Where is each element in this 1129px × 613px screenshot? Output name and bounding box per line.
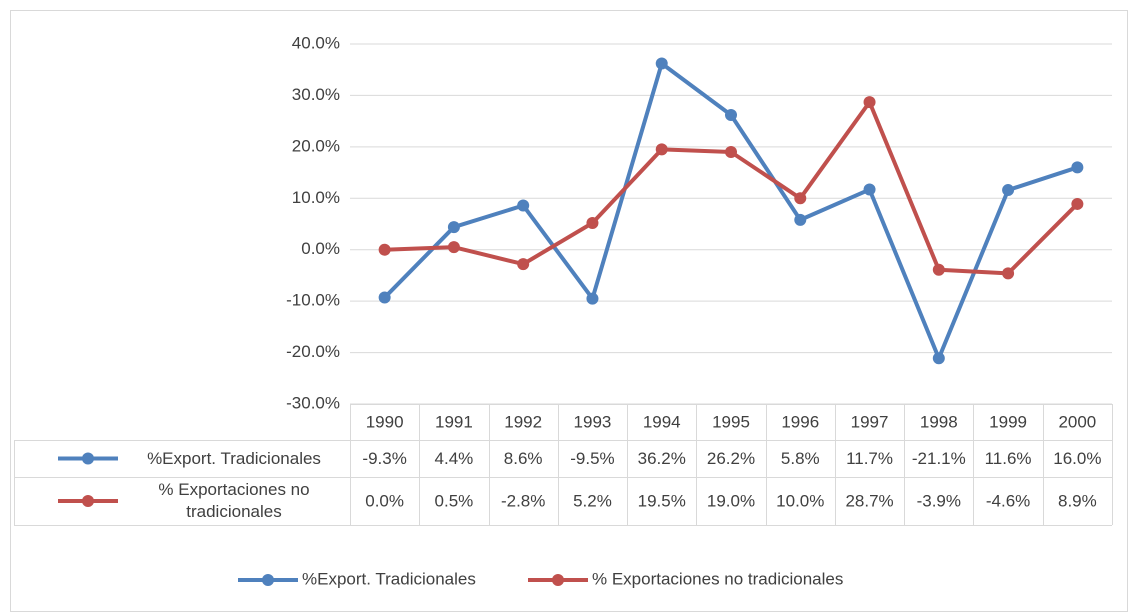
legend-marker xyxy=(82,452,94,465)
table-value: -9.3% xyxy=(362,449,406,468)
x-tick-label: 1997 xyxy=(851,412,889,431)
data-point xyxy=(932,263,945,276)
table-series-name: % Exportaciones no tradicionales xyxy=(158,480,310,521)
table-value: 26.2% xyxy=(707,449,755,468)
x-tick-label: 1994 xyxy=(643,412,681,431)
legend-label: % Exportaciones no tradicionales xyxy=(592,569,843,588)
data-point xyxy=(517,199,530,212)
legend-label: %Export. Tradicionales xyxy=(302,569,476,588)
x-tick-label: 1993 xyxy=(574,412,612,431)
data-point xyxy=(586,216,599,229)
table-series-name: %Export. Tradicionales xyxy=(147,448,321,468)
x-tick-label: 1995 xyxy=(712,412,750,431)
table-value: 8.9% xyxy=(1058,491,1097,510)
data-point xyxy=(447,221,460,234)
data-point xyxy=(863,96,876,109)
data-point xyxy=(1002,267,1015,280)
data-point xyxy=(447,241,460,254)
x-tick-label: 1990 xyxy=(366,412,404,431)
legend-marker xyxy=(262,574,274,586)
table-value: 0.5% xyxy=(435,491,474,510)
data-point xyxy=(1071,197,1084,210)
x-tick-label: 2000 xyxy=(1058,412,1096,431)
table-value: 36.2% xyxy=(638,449,686,468)
data-point xyxy=(378,243,391,256)
table-value: -9.5% xyxy=(570,449,614,468)
data-point xyxy=(932,352,945,365)
data-point xyxy=(655,143,668,156)
table-value: 11.7% xyxy=(846,449,893,468)
x-tick-label: 1991 xyxy=(435,412,473,431)
table-value: 5.2% xyxy=(573,491,612,510)
y-tick-label: -20.0% xyxy=(286,342,340,361)
table-value: 5.8% xyxy=(781,449,820,468)
table-value: 10.0% xyxy=(776,491,824,510)
table-value: 4.4% xyxy=(435,449,474,468)
legend-marker xyxy=(552,574,564,586)
data-point xyxy=(863,183,876,196)
x-tick-label: 1998 xyxy=(920,412,958,431)
y-tick-label: 0.0% xyxy=(301,239,340,258)
x-tick-label: 1992 xyxy=(504,412,542,431)
y-tick-label: 20.0% xyxy=(292,136,340,155)
data-point xyxy=(794,213,807,226)
x-tick-label: 1996 xyxy=(781,412,819,431)
data-point xyxy=(655,57,668,70)
table-value: -3.9% xyxy=(917,491,961,510)
y-tick-label: 40.0% xyxy=(292,33,340,52)
table-value: 19.0% xyxy=(707,491,755,510)
table-value: 8.6% xyxy=(504,449,543,468)
legend-marker xyxy=(82,495,94,507)
data-point xyxy=(794,192,807,205)
y-tick-label: 10.0% xyxy=(292,188,340,207)
chart-border xyxy=(10,10,1128,612)
y-tick-label: -10.0% xyxy=(286,291,340,310)
y-tick-label: -30.0% xyxy=(286,393,340,412)
table-value: 16.0% xyxy=(1053,449,1101,468)
table-value: -21.1% xyxy=(912,449,966,468)
x-tick-label: 1999 xyxy=(989,412,1027,431)
series-name: % Exportaciones no tradicionales xyxy=(158,480,310,521)
data-point xyxy=(586,292,599,305)
table-value: 28.7% xyxy=(845,491,893,510)
data-point xyxy=(517,258,530,271)
table-value: 19.5% xyxy=(638,491,686,510)
series-name: %Export. Tradicionales xyxy=(147,448,321,468)
data-point xyxy=(1002,184,1015,197)
table-value: 0.0% xyxy=(365,491,404,510)
y-tick-label: 30.0% xyxy=(292,85,340,104)
data-point xyxy=(725,146,737,158)
table-value: -2.8% xyxy=(501,491,545,510)
data-point xyxy=(725,108,737,121)
data-point xyxy=(378,291,391,304)
data-point xyxy=(1071,161,1084,174)
table-value: -4.6% xyxy=(986,491,1030,510)
table-value: 11.6% xyxy=(985,449,1032,468)
